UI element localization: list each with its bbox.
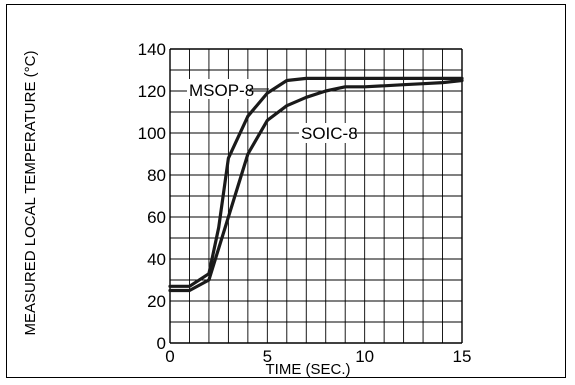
- chart-frame: 0 20 40 60 80 100 120 140 0 5 10 15 MSOP-8 SOIC-8 TI…: [6, 4, 566, 378]
- series-label-bg: [187, 79, 249, 99]
- temperature-chart: 0 20 40 60 80 100 120 140 0 5 10 15 MSOP-8 SOIC-8 TI…: [22, 40, 472, 378]
- series-layer: [168, 76, 464, 293]
- y-tick-label: 40: [147, 250, 166, 269]
- y-tick-label: 0: [157, 334, 166, 353]
- y-tick-label: 60: [147, 208, 166, 227]
- series-line-soic-8: [168, 78, 464, 293]
- y-tick-label: 120: [138, 82, 166, 101]
- y-tick-label: 100: [138, 124, 166, 143]
- y-axis-label: MEASURED LOCAL TEMPERATURE (°C): [22, 51, 39, 336]
- x-tick-label: 0: [165, 347, 174, 366]
- series-labels: MSOP-8 SOIC-8: [187, 79, 370, 143]
- y-tick-label: 20: [147, 292, 166, 311]
- x-tick-label: 15: [453, 347, 472, 366]
- x-tick-label: 5: [263, 347, 272, 366]
- y-tick-label: 80: [147, 166, 166, 185]
- tick-labels: 0 20 40 60 80 100 120 140 0 5 10 15: [138, 40, 472, 366]
- grid: [169, 48, 463, 344]
- series-label-msop8: MSOP-8: [189, 81, 254, 100]
- series-label-soic8: SOIC-8: [301, 124, 358, 143]
- series-line-msop-8: [168, 76, 464, 288]
- x-axis-label: TIME (SEC.): [266, 361, 351, 378]
- y-tick-label: 140: [138, 40, 166, 59]
- x-tick-label: 10: [355, 347, 374, 366]
- series-label-bg: [299, 123, 355, 143]
